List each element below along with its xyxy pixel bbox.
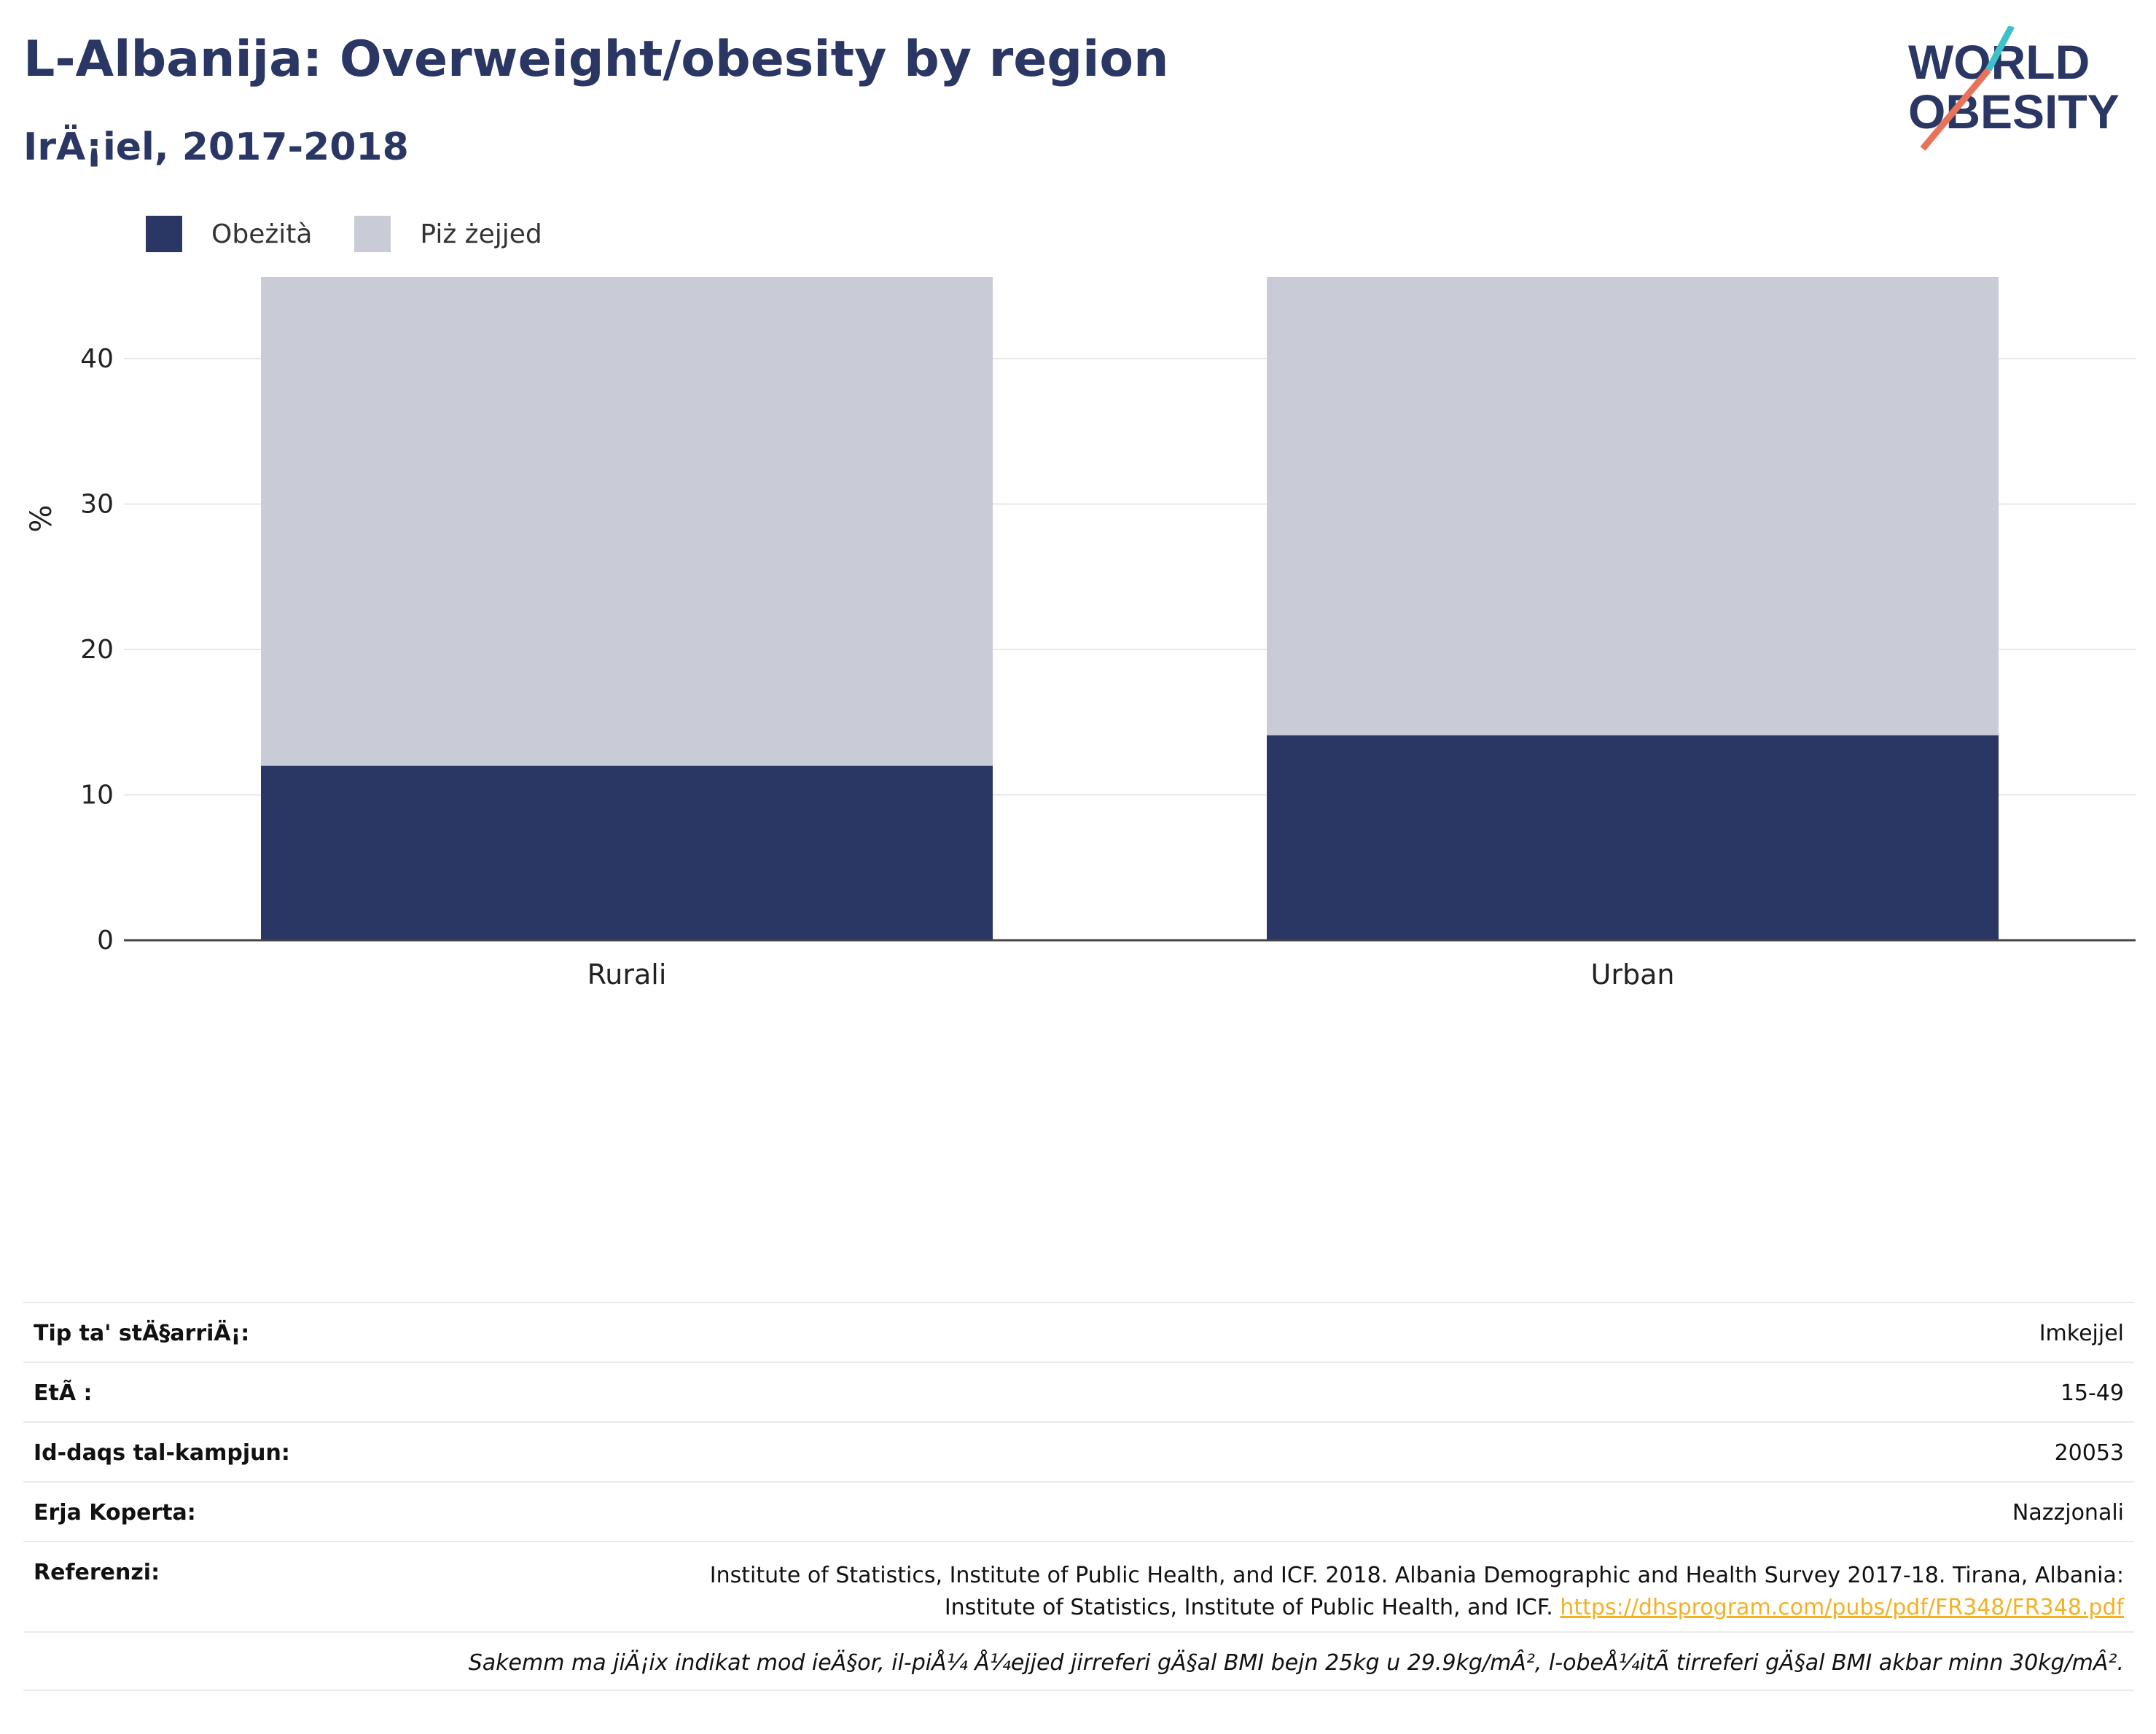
info-row-coverage: Erja Koperta: Nazzjonali (23, 1481, 2134, 1541)
reference-line-2-text: Institute of Statistics, Institute of Pu… (944, 1595, 1553, 1620)
bar-urban-series-0 (1267, 735, 1999, 940)
info-row-survey-type: Tip ta' stÄ§arriÄ¡: Imkejjel (23, 1302, 2134, 1362)
sample-size-value: 20053 (2054, 1440, 2124, 1466)
survey-type-value: Imkejjel (2039, 1321, 2124, 1346)
legend-label-overweight: Piż żejjed (420, 219, 542, 249)
survey-type-label: Tip ta' stÄ§arriÄ¡: (34, 1321, 250, 1346)
age-label: EtÃ : (34, 1380, 93, 1406)
info-row-note: Sakemm ma jiÄ¡ix indikat mod ieÄ§or, il-… (23, 1631, 2134, 1691)
chart-title: L-Albanija: Overweight/obesity by region (23, 31, 1169, 88)
world-obesity-logo: WORLD OBESITY (1908, 26, 2120, 151)
reference-text: Institute of Statistics, Institute of Pu… (710, 1560, 2124, 1624)
x-tick-label-rurali: Rurali (587, 958, 667, 991)
legend-swatch-obesity (146, 216, 182, 252)
legend-item-overweight[interactable]: Piż żejjed (354, 216, 542, 252)
y-tick-label-30: 30 (80, 490, 114, 520)
coverage-label: Erja Koperta: (34, 1500, 196, 1526)
reference-link[interactable]: https://dhsprogram.com/pubs/pdf/FR348/FR… (1560, 1595, 2124, 1620)
logo-word-obesity: OBESITY (1908, 85, 2120, 138)
bar-urban-series-1 (1267, 277, 1999, 735)
definition-note: Sakemm ma jiÄ¡ix indikat mod ieÄ§or, il-… (468, 1650, 2124, 1676)
chart-subtitle: IrÄ¡iel, 2017-2018 (23, 125, 409, 169)
reference-label: Referenzi: (34, 1560, 160, 1585)
y-tick-label-10: 10 (80, 781, 114, 811)
y-tick-label-40: 40 (80, 344, 114, 374)
coverage-value: Nazzjonali (2012, 1500, 2124, 1526)
y-tick-label-20: 20 (80, 635, 114, 665)
reference-line-2: Institute of Statistics, Institute of Pu… (710, 1592, 2124, 1624)
info-row-age: EtÃ : 15-49 (23, 1362, 2134, 1421)
legend-swatch-overweight (354, 216, 391, 252)
logo-slash-top (1985, 26, 2015, 72)
bar-rurali-series-1 (261, 277, 993, 766)
legend: Obeżità Piż żejjed (146, 216, 585, 252)
sample-size-label: Id-daqs tal-kampjun: (34, 1440, 290, 1466)
survey-info-table: Tip ta' stÄ§arriÄ¡: Imkejjel EtÃ : 15-49… (23, 1302, 2134, 1691)
age-value: 15-49 (2060, 1380, 2124, 1406)
y-tick-label-0: 0 (97, 926, 114, 956)
x-tick-label-urban: Urban (1591, 958, 1675, 991)
logo-slash-bottom (1920, 68, 1991, 151)
bar-rurali-series-0 (261, 765, 993, 940)
info-row-reference: Referenzi: Institute of Statistics, Inst… (23, 1541, 2134, 1631)
legend-label-obesity: Obeżità (211, 219, 313, 249)
legend-item-obesity[interactable]: Obeżità (146, 216, 312, 252)
info-row-sample-size: Id-daqs tal-kampjun: 20053 (23, 1421, 2134, 1481)
y-axis-label: % (25, 504, 58, 532)
reference-line-1: Institute of Statistics, Institute of Pu… (709, 1563, 2124, 1588)
